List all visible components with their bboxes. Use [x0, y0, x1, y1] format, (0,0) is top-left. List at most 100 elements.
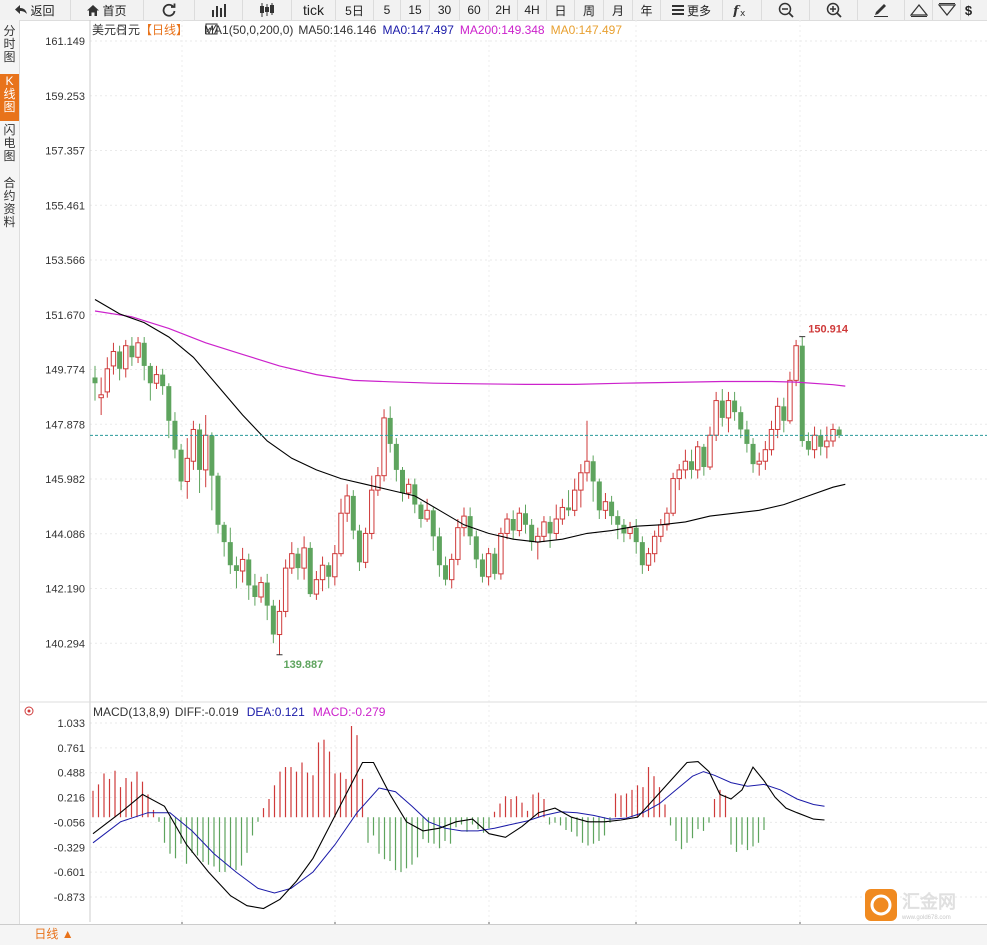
h2-button[interactable]: 2H [489, 0, 518, 20]
macd-tick-label: 0.761 [57, 743, 85, 755]
menu-icon [671, 5, 684, 15]
candle [301, 536, 307, 580]
h4-button[interactable]: 4H [518, 0, 547, 20]
price-tick-label: 149.774 [45, 365, 85, 377]
min5-button[interactable]: 5 [374, 0, 401, 20]
month-label: 月 [611, 3, 624, 18]
settings-gear-icon[interactable] [116, 25, 126, 35]
candle [485, 547, 492, 586]
candle [307, 542, 313, 597]
candle [160, 368, 166, 395]
tick-button[interactable]: tick [292, 0, 336, 20]
day5-button[interactable]: 5日 [336, 0, 374, 20]
candle [449, 553, 455, 589]
candle [645, 547, 652, 571]
logo-text: 汇金网 [902, 891, 956, 912]
legend-ma0b: MA0:147.497 [551, 23, 623, 37]
candle [590, 455, 596, 502]
candle [319, 556, 326, 592]
candle [553, 504, 559, 540]
candle [479, 553, 485, 583]
candle [123, 339, 129, 378]
candle [732, 391, 738, 421]
candle [110, 342, 117, 375]
year-button[interactable]: 年 [633, 0, 661, 20]
candle [270, 599, 276, 644]
candle [276, 599, 283, 655]
ma-toggle-icon[interactable] [205, 23, 218, 35]
week-label: 周 [582, 3, 595, 18]
day-button[interactable]: 日 [547, 0, 575, 20]
sidebar-item-label: 闪电图 [3, 123, 16, 163]
week-button[interactable]: 周 [575, 0, 604, 20]
more-button[interactable]: 更多 [661, 0, 723, 20]
min15-label: 15 [408, 3, 422, 17]
sidebar-item-contract[interactable]: 合约资料 [0, 177, 19, 229]
candle [609, 495, 615, 525]
min15-button[interactable]: 15 [401, 0, 430, 20]
candle [824, 426, 830, 459]
candle [147, 363, 153, 401]
min30-button[interactable]: 30 [430, 0, 460, 20]
home-button[interactable]: 首页 [71, 0, 144, 20]
macd-diff: DIFF:-0.019 [175, 705, 239, 719]
sidebar: 分时图 K线图 闪电图 合约资料 [0, 20, 20, 924]
candle [344, 484, 350, 522]
draw-button[interactable] [858, 0, 905, 20]
candle [98, 377, 104, 416]
candle [178, 443, 184, 491]
price-tick-label: 145.982 [45, 474, 85, 486]
candle [713, 391, 719, 442]
candle [805, 432, 811, 456]
candle [689, 449, 695, 479]
candle [264, 573, 270, 621]
macd-tick-label: 1.033 [57, 718, 85, 730]
candle [602, 493, 609, 520]
candle [221, 521, 227, 557]
candle [430, 507, 436, 551]
legend-period: 【日线】 [140, 23, 188, 37]
refresh-button[interactable] [144, 0, 195, 20]
candle [190, 420, 197, 470]
candle [658, 519, 664, 543]
high-marker: 150.914 [799, 324, 849, 338]
macd-dea-line [92, 771, 825, 894]
h2-label: 2H [495, 3, 511, 17]
back-button[interactable]: 返回 [0, 0, 71, 20]
sidebar-item-kline[interactable]: K线图 [0, 74, 19, 121]
price-tick-label: 144.086 [45, 529, 85, 541]
toolbar: 返回 首页 tick 5日 5 15 30 60 2H 4H 日 周 月 年 更… [0, 0, 987, 21]
zoom-out-button[interactable] [762, 0, 810, 20]
chart-type-button[interactable] [195, 0, 243, 20]
macd-params: MACD(13,8,9) [93, 705, 170, 719]
period-tab-daily[interactable]: 日线 ▲ [19, 926, 89, 943]
collapse-up-button[interactable] [905, 0, 933, 20]
price-tick-label: 155.461 [45, 200, 85, 212]
tick-label: tick [303, 2, 324, 18]
chart-area[interactable]: 161.149 159.253 157.357 155.461 153.566 151.6… [19, 20, 987, 924]
home-label: 首页 [102, 3, 127, 18]
candle [811, 426, 818, 459]
macd-settings-icon[interactable] [24, 706, 34, 716]
candle [332, 545, 338, 586]
candle [215, 472, 221, 534]
min60-button[interactable]: 60 [460, 0, 489, 20]
macd-tick-label: -0.873 [54, 892, 85, 904]
more-label: 更多 [686, 3, 711, 18]
sidebar-item-flash[interactable]: 闪电图 [0, 124, 19, 163]
zoom-in-button[interactable] [810, 0, 858, 20]
price-tick-label: 161.149 [45, 36, 85, 48]
candlestick-button[interactable] [243, 0, 292, 20]
price-tick-label: 142.190 [45, 584, 85, 596]
candle [443, 556, 449, 586]
expand-down-button[interactable] [933, 0, 961, 20]
sidebar-item-timeshare[interactable]: 分时图 [0, 25, 19, 64]
legend-symbol: 美元日元 [92, 23, 140, 37]
month-button[interactable]: 月 [604, 0, 633, 20]
candle [762, 441, 769, 470]
candle [258, 576, 264, 603]
dollar-button[interactable]: $ [961, 0, 976, 20]
candle [774, 397, 781, 439]
candle [104, 357, 110, 398]
